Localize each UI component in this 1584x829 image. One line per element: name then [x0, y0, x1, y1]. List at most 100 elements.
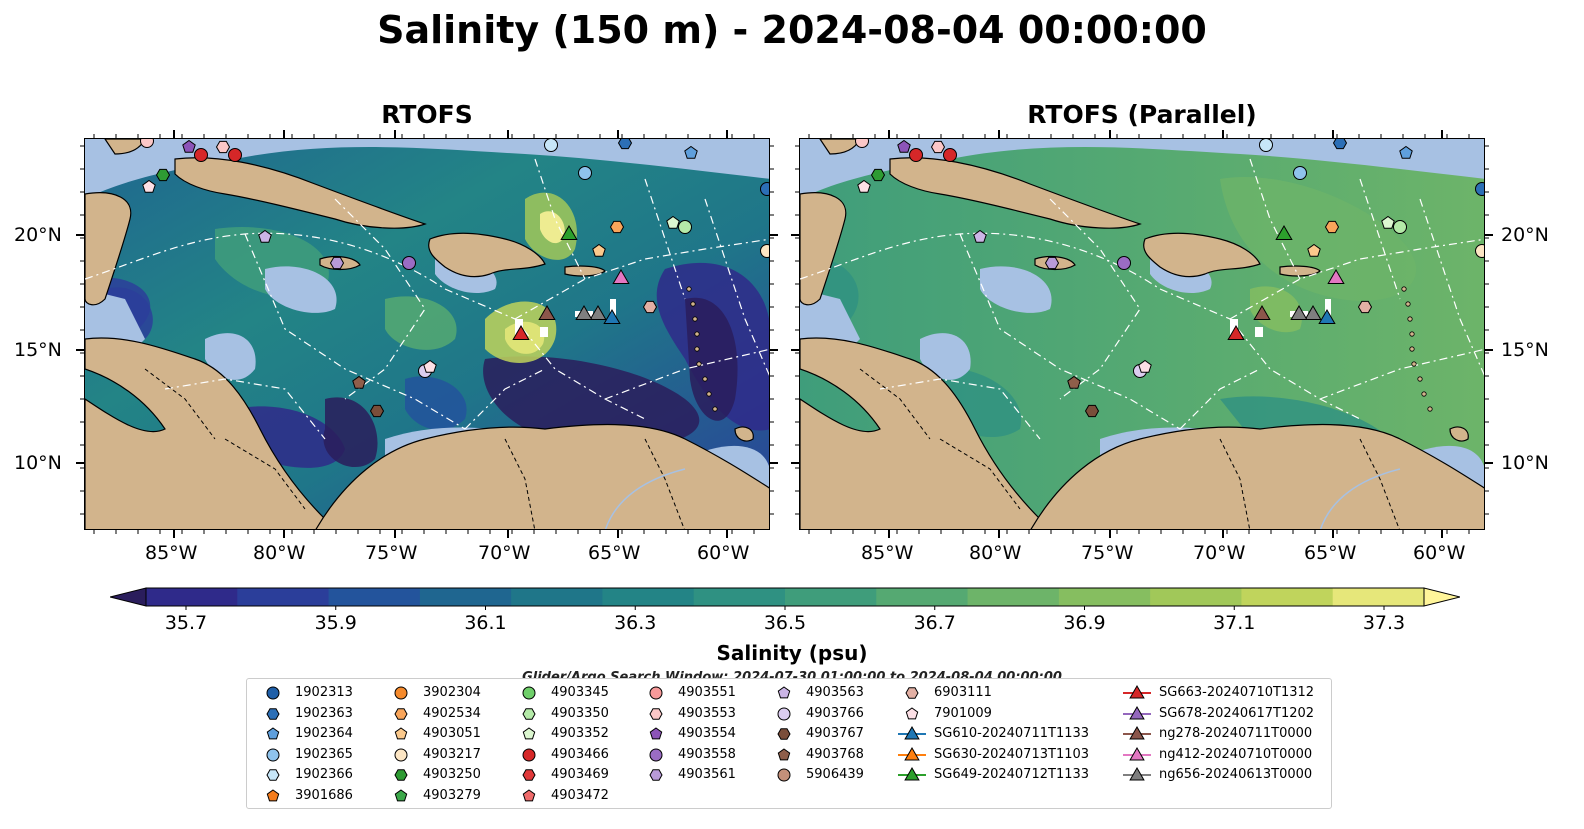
continental-shelf [800, 139, 1484, 199]
legend-glider-symbol [1129, 705, 1145, 720]
eez-boundary [1419, 198, 1484, 376]
legend-float-symbol [777, 768, 791, 782]
legend-label: 4903466 [551, 746, 609, 762]
argo-float [142, 179, 156, 193]
glider-marker [1227, 325, 1245, 340]
legend-item: 4903469 [515, 765, 609, 785]
lon-label-80w-parallel: 80°W [969, 542, 1022, 564]
argo-float [1067, 375, 1081, 389]
legend-float-symbol [522, 748, 536, 762]
colorbar-tick-label: 36.9 [1063, 612, 1106, 634]
argo-float [666, 215, 680, 229]
lesser-antilles-island [692, 316, 698, 322]
continental-shelf [920, 333, 971, 380]
eez-boundary [879, 378, 1041, 440]
legend-marker-icon [642, 704, 670, 724]
colorbar-bin [1150, 588, 1242, 606]
legend-marker-icon [515, 745, 543, 765]
lon-label-80w: 80°W [253, 542, 306, 564]
colorbar-bin [146, 588, 238, 606]
legend-label: 1902363 [295, 705, 353, 721]
argo-float [609, 220, 625, 234]
legend-label: 6903111 [934, 685, 992, 700]
glider-marker [1275, 225, 1293, 240]
legend-float-symbol [266, 789, 280, 802]
legend-marker-icon [898, 724, 926, 744]
legend-float-symbol [777, 728, 791, 740]
legend-item: 4903350 [515, 704, 609, 724]
argo-float [423, 359, 437, 373]
salinity-eddy [483, 356, 700, 447]
legend-label: 4903350 [551, 705, 609, 721]
argo-float [369, 404, 385, 418]
legend-label: 7901009 [934, 705, 992, 721]
legend-item: 1902366 [259, 765, 353, 785]
argo-float [1381, 215, 1395, 229]
legend-item: ng656-20240613T0000 [1123, 765, 1312, 785]
legend-item: ng412-20240710T0000 [1123, 745, 1312, 765]
legend-glider-symbol [904, 746, 920, 761]
argo-float [1138, 359, 1152, 373]
legend-marker-icon [515, 683, 543, 703]
legend-item: SG678-20240617T1202 [1123, 704, 1314, 724]
legend-marker-icon [642, 745, 670, 765]
legend-item: 4903766 [770, 704, 864, 724]
legend-float-symbol [522, 727, 536, 740]
argo-float [943, 148, 957, 162]
colorbar-tick-label: 37.3 [1362, 612, 1406, 634]
glider-track [515, 319, 523, 335]
lesser-antilles-island [696, 361, 702, 367]
south-america-land [315, 423, 769, 529]
legend-float-symbol [522, 686, 536, 700]
legend-float-symbol [649, 727, 663, 740]
map-panel-rtofs[interactable] [84, 138, 770, 530]
argo-float [1259, 139, 1273, 152]
argo-float [544, 139, 558, 152]
eez-boundary [1179, 368, 1261, 430]
legend-label: 4903469 [551, 767, 609, 783]
argo-float [930, 140, 946, 154]
lesser-antilles-island [702, 376, 708, 382]
legend-float-symbol [266, 707, 280, 720]
legend-label: 3902304 [423, 685, 481, 700]
legend-glider-symbol [904, 726, 920, 740]
yucatan-land [85, 192, 132, 306]
legend-float-symbol [394, 748, 408, 762]
legend-item: SG649-20240712T1133 [898, 765, 1089, 785]
legend-float-symbol [905, 706, 919, 719]
salinity-map-rtofs [85, 139, 769, 529]
map-panel-rtofs-parallel[interactable] [799, 138, 1485, 530]
argo-float [1044, 256, 1060, 270]
country-border [224, 438, 306, 510]
eez-boundary [164, 378, 326, 440]
colorbar-tick-label: 36.5 [763, 612, 807, 634]
argo-float [1332, 139, 1348, 150]
continental-shelf [980, 266, 1052, 313]
lesser-antilles-island [1417, 376, 1423, 382]
lon-label-65w-parallel: 65°W [1304, 542, 1357, 564]
legend-item: ng278-20240711T0000 [1123, 724, 1312, 744]
legend-marker-icon [387, 786, 415, 806]
legend-marker-icon [515, 724, 543, 744]
legend-item: 4903217 [387, 745, 481, 765]
legend-glider-symbol [1129, 746, 1145, 761]
lesser-antilles-island [1411, 361, 1417, 367]
argo-float [329, 256, 345, 270]
argo-float [760, 182, 769, 196]
puerto-rico-land [564, 265, 606, 277]
legend-float-symbol [649, 769, 663, 782]
lesser-antilles-island [694, 331, 700, 337]
colorbar-tick-label: 36.7 [913, 612, 956, 634]
legend-glider-symbol [1129, 767, 1145, 781]
colorbar-bin [967, 588, 1060, 606]
legend-float-symbol [649, 686, 663, 700]
legend-float-symbol [777, 686, 791, 699]
salinity-eddy [1250, 286, 1302, 333]
legend-marker-icon [259, 724, 287, 744]
colorbar-bin [237, 588, 330, 606]
argo-float [1393, 220, 1407, 234]
lesser-antilles-island [706, 391, 712, 397]
colorbar-bin [876, 588, 969, 606]
legend-glider-symbol [1129, 726, 1145, 740]
legend-marker-icon [1123, 724, 1151, 744]
